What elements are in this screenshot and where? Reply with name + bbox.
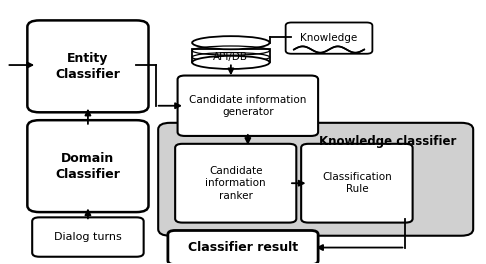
FancyBboxPatch shape <box>32 217 144 257</box>
FancyBboxPatch shape <box>27 20 149 112</box>
Text: Knowledge: Knowledge <box>300 33 358 43</box>
FancyBboxPatch shape <box>27 120 149 212</box>
FancyBboxPatch shape <box>158 123 473 236</box>
Polygon shape <box>192 49 270 62</box>
Text: Domain
Classifier: Domain Classifier <box>55 152 121 181</box>
Ellipse shape <box>192 56 270 69</box>
FancyBboxPatch shape <box>168 230 318 264</box>
Text: API/DB: API/DB <box>213 52 248 62</box>
FancyBboxPatch shape <box>301 144 413 223</box>
Text: Candidate
information
ranker: Candidate information ranker <box>206 166 266 201</box>
Text: Dialog turns: Dialog turns <box>54 232 122 242</box>
Ellipse shape <box>192 36 270 49</box>
Text: Classifier result: Classifier result <box>188 241 298 254</box>
FancyBboxPatch shape <box>286 22 372 54</box>
FancyBboxPatch shape <box>177 76 318 136</box>
Text: Entity
Classifier: Entity Classifier <box>55 52 121 81</box>
Text: Classification
Rule: Classification Rule <box>322 172 392 194</box>
Text: Candidate information
generator: Candidate information generator <box>189 95 307 117</box>
Polygon shape <box>292 46 366 51</box>
Text: Knowledge classifier: Knowledge classifier <box>319 135 456 148</box>
FancyBboxPatch shape <box>175 144 296 223</box>
